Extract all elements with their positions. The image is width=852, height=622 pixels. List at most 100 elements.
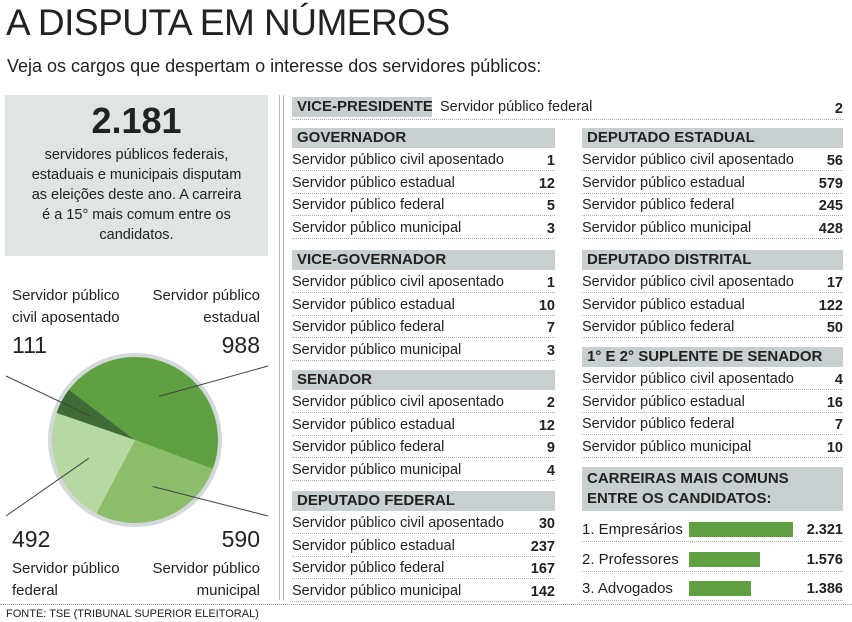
row-label: Servidor público estadual	[582, 391, 843, 413]
row-value: 167	[530, 561, 555, 577]
row-value: 1	[546, 153, 555, 169]
pie-slice	[52, 412, 136, 514]
row-label: Servidor público civil aposentado	[582, 271, 843, 293]
pie-label: Servidor público civil aposentado	[12, 287, 120, 326]
row-value: 4	[834, 372, 843, 388]
row-label: Servidor público municipal	[582, 217, 843, 239]
row-label: Servidor público civil aposentado	[582, 149, 843, 171]
leader-line	[152, 486, 269, 517]
pie-value: 988	[221, 332, 260, 358]
table-header: GOVERNADOR	[292, 128, 555, 148]
row-value: 7	[546, 320, 555, 336]
row-value: 7	[834, 417, 843, 433]
pie-chart	[5, 353, 269, 527]
row-label: Servidor público civil aposentado	[582, 368, 843, 390]
bar-label: 3. Advogados	[582, 580, 673, 597]
leader-line	[5, 457, 89, 517]
pie-label: Servidor público estadual	[152, 287, 260, 326]
table-header: DEPUTADO DISTRITAL	[582, 250, 843, 270]
row-value: 5	[546, 198, 555, 214]
pie-value: 111	[12, 332, 47, 358]
table-header: SENADOR	[292, 370, 555, 390]
row-label: Servidor público estadual	[292, 535, 555, 557]
row-label: Servidor público estadual	[292, 294, 555, 316]
row-label: Servidor público civil aposentado	[292, 512, 555, 534]
row-label: Servidor público municipal	[292, 580, 555, 602]
leader-line	[158, 365, 269, 397]
table-header: DEPUTADO ESTADUAL	[582, 128, 843, 148]
row-value: 3	[546, 220, 555, 237]
row-value: 30	[538, 516, 555, 532]
row-label: Servidor público municipal	[292, 339, 555, 361]
row-value: 16	[826, 394, 843, 411]
source: FONTE: TSE (TRIBUNAL SUPERIOR ELEITORAL)	[6, 608, 259, 620]
row-label: Servidor público federal	[582, 316, 843, 338]
pie-value: 492	[12, 526, 51, 552]
row-value: 4	[546, 462, 555, 479]
row-value: 10	[826, 439, 843, 456]
row-label: Servidor público federal	[582, 194, 843, 216]
row-value: 17	[826, 275, 843, 291]
pie-label: Servidor público federal	[12, 560, 120, 599]
row-label: Servidor público estadual	[582, 172, 843, 194]
row-line	[292, 97, 843, 120]
row-label: Servidor público federal	[440, 99, 593, 115]
row-line	[582, 541, 843, 542]
row-label: Servidor público municipal	[582, 436, 843, 458]
row-label: Servidor público civil aposentado	[292, 149, 555, 171]
highlight-number: 2.181	[91, 100, 182, 141]
bar-value: 1.386	[806, 581, 843, 597]
row-label: Servidor público municipal	[292, 459, 555, 481]
row-label: Servidor público federal	[292, 436, 555, 458]
row-value: 2	[546, 395, 555, 411]
title: A DISPUTA EM NÚMEROS	[6, 2, 450, 43]
bar-label: 1. Empresários	[582, 521, 683, 538]
row-value: 9	[546, 440, 555, 456]
row-value: 245	[818, 198, 843, 214]
table-header: DEPUTADO FEDERAL	[292, 491, 555, 511]
row-value: 237	[530, 538, 555, 555]
row-value: 579	[818, 175, 843, 192]
row-value: 142	[530, 583, 555, 600]
pie-slice	[96, 440, 213, 523]
rule	[0, 604, 852, 605]
bar-label: 2. Professores	[582, 550, 679, 568]
row-value: 12	[538, 175, 555, 192]
row-label: Servidor público estadual	[292, 172, 555, 194]
row-value: 428	[818, 220, 843, 237]
pie-slice	[56, 389, 135, 440]
subtitle: Veja os cargos que despertam o interesse…	[7, 56, 542, 76]
pie-slice	[68, 357, 218, 469]
row-value: 1	[546, 275, 555, 291]
bar	[689, 551, 760, 567]
row-value: 2	[834, 101, 843, 117]
row-label: Servidor público federal	[292, 194, 555, 216]
row-line	[582, 570, 843, 572]
pie-value: 590	[221, 526, 260, 552]
bar	[689, 581, 752, 596]
row-label: Servidor público civil aposentado	[292, 391, 555, 413]
row-label: Servidor público civil aposentado	[292, 271, 555, 293]
table-header: VICE-GOVERNADOR	[292, 250, 555, 270]
bar-value: 2.321	[806, 522, 843, 538]
table-header: VICE-PRESIDENTE	[292, 97, 432, 117]
row-line	[582, 600, 843, 601]
bar-chart-title: CARREIRAS MAIS COMUNS ENTRE OS CANDIDATO…	[582, 467, 843, 511]
pie-label: Servidor público municipal	[152, 560, 260, 599]
row-label: Servidor público federal	[292, 557, 555, 579]
row-label: Servidor público municipal	[292, 217, 555, 239]
divider	[279, 95, 284, 600]
highlight-box	[5, 95, 268, 256]
bar-value: 1.576	[806, 551, 843, 568]
row-label: Servidor público federal	[582, 413, 843, 435]
leader-line	[5, 375, 92, 417]
row-value: 10	[538, 297, 555, 314]
row-label: Servidor público estadual	[582, 294, 843, 316]
row-value: 56	[826, 153, 843, 169]
bar	[689, 522, 793, 537]
row-value: 122	[818, 297, 843, 314]
row-label: Servidor público federal	[292, 316, 555, 338]
row-value: 12	[538, 417, 555, 434]
row-label: Servidor público estadual	[292, 414, 555, 436]
